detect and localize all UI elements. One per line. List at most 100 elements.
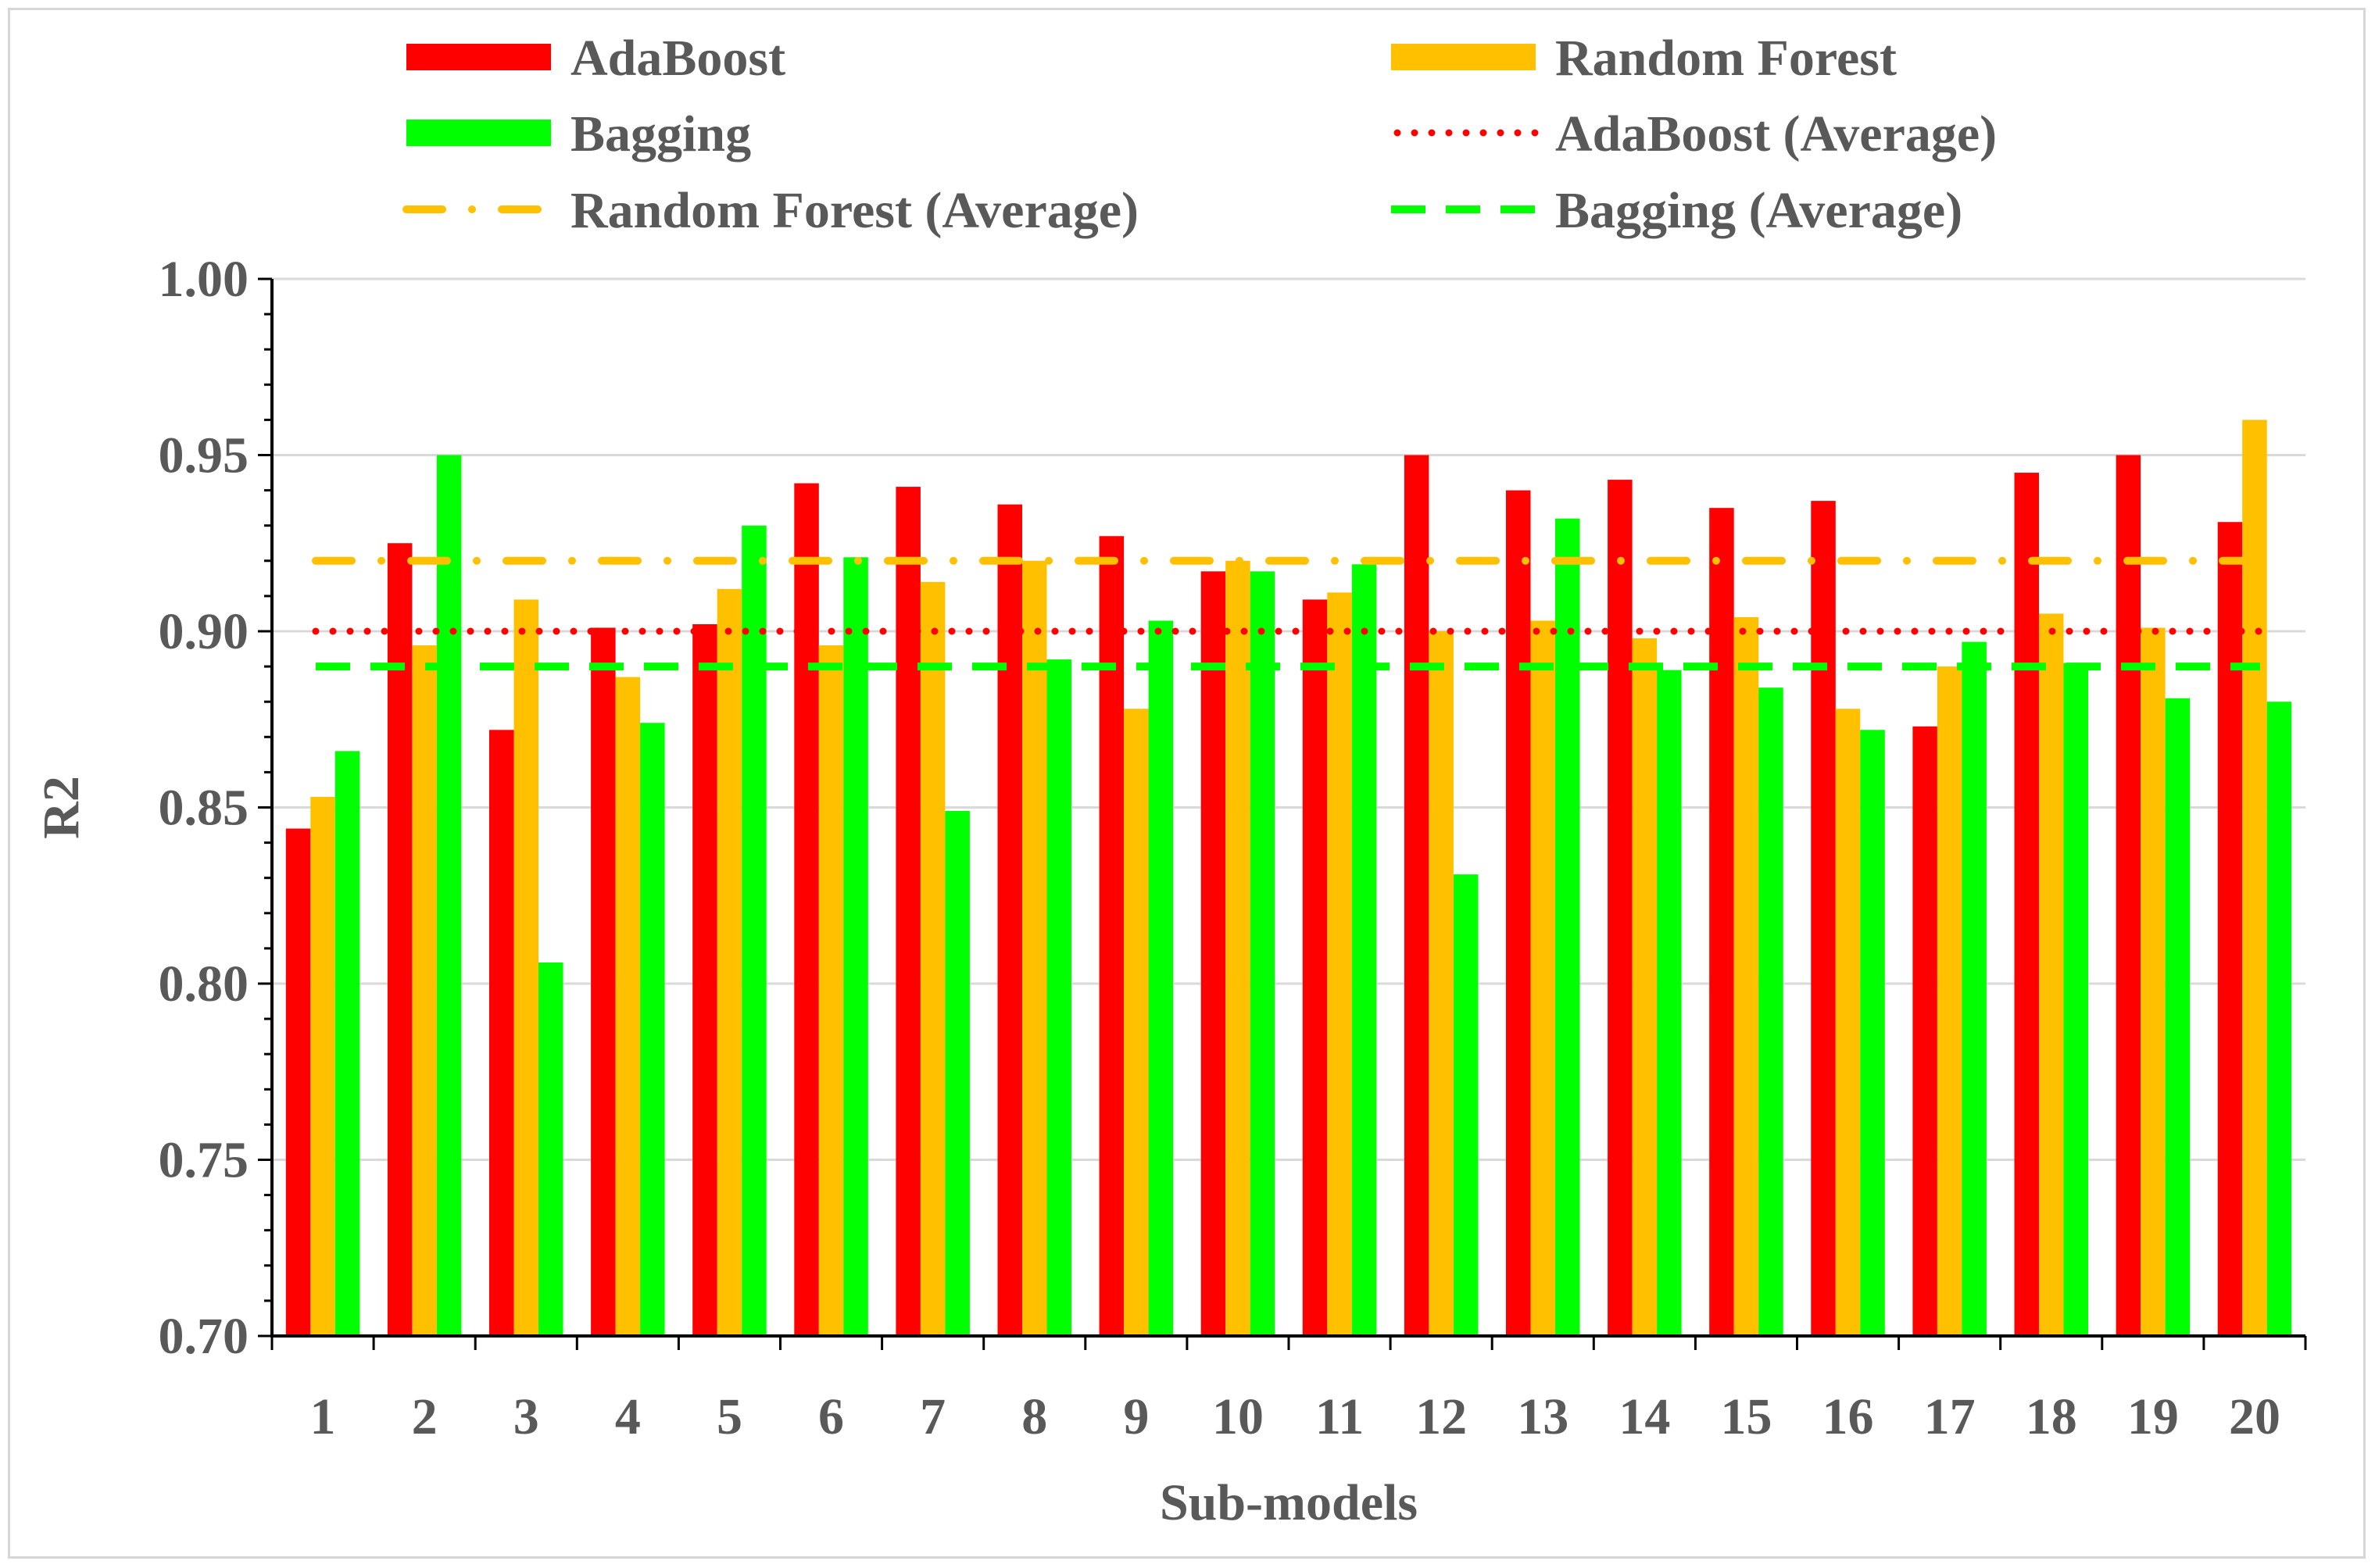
bar-bagging-11: [1351, 564, 1377, 1336]
bar-adaboost-18: [2014, 473, 2039, 1336]
x-tick-label: 2: [412, 1388, 438, 1445]
bar-bagging-13: [1555, 518, 1580, 1337]
x-tick-label: 7: [920, 1388, 946, 1445]
bar-random-forest-15: [1733, 616, 1759, 1336]
bar-adaboost-20: [2217, 522, 2243, 1337]
x-tick-label: 5: [717, 1388, 742, 1445]
x-tick-label: 9: [1123, 1388, 1149, 1445]
legend-swatch-adaboost: [406, 44, 551, 70]
bar-adaboost-1: [285, 828, 311, 1336]
legend-swatch-bagging: [406, 120, 551, 146]
bar-bagging-10: [1250, 571, 1275, 1336]
x-tick-label: 14: [1619, 1388, 1670, 1445]
bar-random-forest-12: [1429, 631, 1454, 1336]
bar-random-forest-1: [310, 796, 335, 1336]
bar-bagging-12: [1453, 874, 1479, 1336]
y-tick-label: 0.85: [159, 780, 249, 837]
x-tick-label: 11: [1315, 1388, 1364, 1445]
y-tick-label: 0.70: [159, 1308, 249, 1365]
bar-bagging-7: [945, 811, 970, 1336]
bar-random-forest-2: [412, 645, 437, 1336]
bar-random-forest-18: [2039, 613, 2064, 1336]
bar-bagging-18: [2063, 663, 2088, 1336]
bar-adaboost-19: [2116, 455, 2141, 1336]
bar-random-forest-17: [1937, 666, 1962, 1336]
legend-label-adaboost-average: AdaBoost (Average): [1555, 105, 1997, 163]
bar-adaboost-15: [1709, 508, 1734, 1336]
bar-random-forest-8: [1022, 560, 1047, 1336]
x-tick-label: 10: [1212, 1388, 1264, 1445]
bar-random-forest-7: [920, 581, 946, 1336]
chart-frame: [8, 8, 2366, 1559]
bar-random-forest-14: [1632, 638, 1658, 1336]
legend-label-random-forest: Random Forest: [1555, 30, 1897, 87]
x-tick-label: 8: [1021, 1388, 1047, 1445]
bar-random-forest-13: [1530, 620, 1555, 1336]
bar-adaboost-4: [591, 627, 616, 1336]
x-tick-label: 15: [1720, 1388, 1772, 1445]
x-tick-label: 6: [818, 1388, 844, 1445]
bar-adaboost-3: [489, 730, 514, 1336]
bar-random-forest-3: [513, 599, 538, 1336]
bar-adaboost-9: [1099, 536, 1125, 1336]
bar-adaboost-6: [794, 483, 819, 1336]
bar-random-forest-20: [2242, 420, 2267, 1336]
bar-random-forest-5: [717, 588, 742, 1336]
x-tick-label: 12: [1415, 1388, 1467, 1445]
bar-bagging-20: [2266, 702, 2292, 1336]
bar-adaboost-16: [1811, 501, 1836, 1336]
y-tick-label: 0.95: [159, 427, 249, 484]
bar-adaboost-10: [1200, 571, 1226, 1336]
bar-random-forest-19: [2141, 627, 2166, 1336]
bar-bagging-6: [843, 557, 868, 1336]
legend-label-bagging: Bagging: [571, 105, 751, 163]
bar-bagging-3: [538, 962, 563, 1336]
bar-bagging-16: [1860, 730, 1885, 1336]
x-tick-label: 13: [1517, 1388, 1568, 1445]
bar-random-forest-16: [1835, 709, 1861, 1336]
bar-bagging-2: [436, 455, 462, 1336]
y-tick-label: 0.75: [159, 1132, 249, 1189]
bar-random-forest-11: [1327, 592, 1352, 1336]
bar-random-forest-4: [615, 677, 641, 1336]
bar-random-forest-6: [818, 645, 844, 1336]
bar-bagging-19: [2165, 698, 2191, 1336]
y-axis-title: R2: [33, 776, 90, 839]
y-tick-label: 0.80: [159, 955, 249, 1013]
bar-bagging-1: [334, 751, 360, 1336]
y-tick-label: 1.00: [159, 251, 249, 308]
y-tick-label: 0.90: [159, 603, 249, 660]
bar-random-forest-9: [1124, 709, 1149, 1336]
bar-adaboost-12: [1404, 455, 1429, 1336]
bar-adaboost-2: [387, 543, 413, 1336]
bar-adaboost-14: [1608, 480, 1633, 1336]
x-tick-label: 20: [2229, 1388, 2280, 1445]
bar-adaboost-17: [1912, 726, 1937, 1336]
x-tick-label: 19: [2127, 1388, 2179, 1445]
bar-bagging-4: [640, 723, 665, 1336]
bar-bagging-5: [742, 525, 767, 1337]
x-tick-label: 4: [615, 1388, 641, 1445]
bar-adaboost-7: [896, 487, 921, 1336]
bar-bagging-15: [1758, 688, 1783, 1336]
bar-adaboost-8: [997, 504, 1022, 1336]
legend-label-bagging-average: Bagging (Average): [1555, 182, 1962, 239]
bar-bagging-14: [1657, 670, 1682, 1336]
x-tick-label: 1: [310, 1388, 336, 1445]
x-tick-label: 3: [513, 1388, 539, 1445]
legend-label-adaboost: AdaBoost: [571, 30, 785, 87]
bar-bagging-9: [1148, 620, 1174, 1336]
bar-bagging-17: [1962, 641, 1987, 1336]
bar-adaboost-5: [692, 623, 717, 1336]
legend-swatch-random-forest: [1391, 44, 1536, 70]
bar-random-forest-10: [1225, 560, 1250, 1336]
x-tick-label: 16: [1822, 1388, 1874, 1445]
legend-label-random-forest-average: Random Forest (Average): [571, 182, 1139, 239]
x-tick-label: 18: [2026, 1388, 2077, 1445]
bar-adaboost-11: [1302, 599, 1328, 1336]
bar-bagging-8: [1046, 659, 1071, 1336]
x-axis-title: Sub-models: [1160, 1474, 1418, 1531]
bar-adaboost-13: [1506, 490, 1531, 1336]
x-tick-label: 17: [1924, 1388, 1976, 1445]
